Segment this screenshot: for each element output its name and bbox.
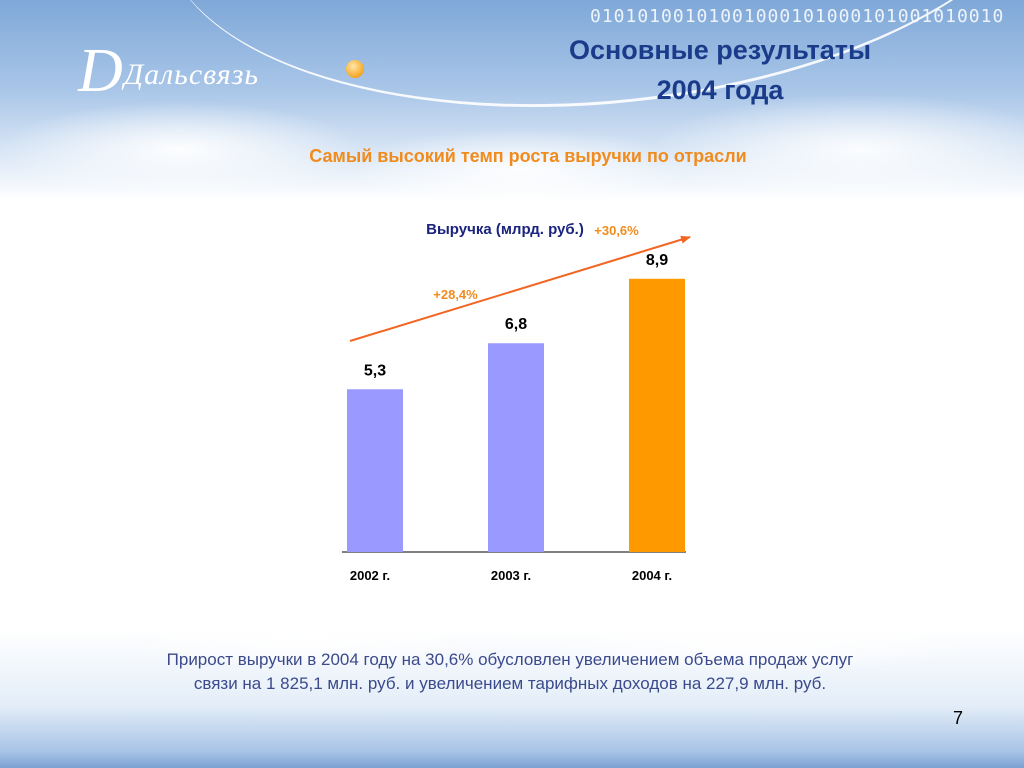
bar-2004-г. <box>629 278 685 552</box>
logo-dot-icon <box>346 60 364 78</box>
chart-title: Выручка (млрд. руб.) <box>426 221 584 238</box>
logo-mark: D <box>78 37 123 105</box>
x-tick-label: 2003 г. <box>491 568 531 583</box>
bar-value-label: 5,3 <box>364 362 386 379</box>
bar-2003-г. <box>488 343 544 552</box>
binary-decoration: 01010100101001000101000101001010010 <box>590 6 1005 27</box>
trend-arrow <box>349 235 691 342</box>
slide-subtitle: Самый высокий темп роста выручки по отра… <box>309 146 747 166</box>
description-text: Прирост выручки в 2004 году на 30,6% обу… <box>80 648 940 696</box>
description-line2: связи на 1 825,1 млн. руб. и увеличением… <box>193 674 827 693</box>
bar-value-label: 6,8 <box>505 316 527 333</box>
footer-background <box>0 630 1024 768</box>
bar-value-label: 8,9 <box>646 252 668 269</box>
header-background: 01010100101001000101000101001010010 <box>0 0 1024 200</box>
x-tick-label: 2004 г. <box>632 568 672 583</box>
slide-title-line1: Основные результаты <box>568 35 872 65</box>
growth-label: +28,4% <box>433 287 478 302</box>
slide-title-line2: 2004 года <box>656 75 784 105</box>
x-tick-label: 2002 г. <box>350 568 390 583</box>
slide-title: Основные результаты 2004 года <box>540 30 900 110</box>
logo-text: Дальсвязь <box>124 58 260 91</box>
growth-label: +30,6% <box>594 223 639 238</box>
company-logo: D Дальсвязь <box>78 36 308 106</box>
page-number: 7 <box>952 708 963 728</box>
bar-2002-г. <box>347 389 403 552</box>
description-line1: Прирост выручки в 2004 году на 30,6% обу… <box>166 650 854 669</box>
